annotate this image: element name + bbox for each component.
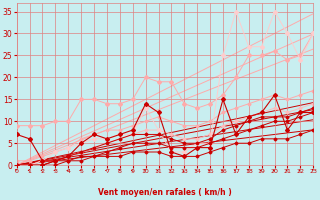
X-axis label: Vent moyen/en rafales ( km/h ): Vent moyen/en rafales ( km/h ) [98,188,232,197]
